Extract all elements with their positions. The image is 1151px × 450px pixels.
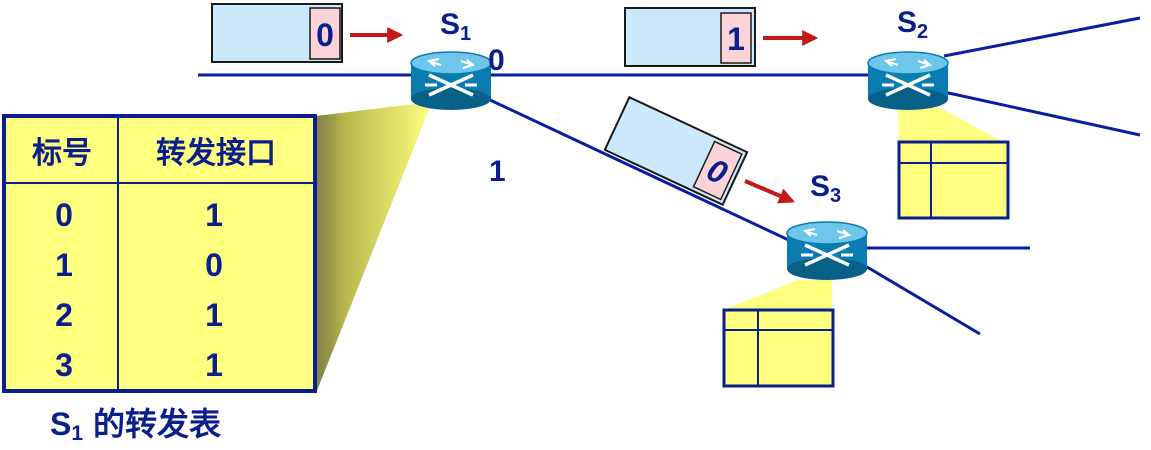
s1-forwarding-table: 标号 转发接口 0 1 1 0 2 1 3 1 (2, 114, 317, 393)
table-frame (722, 308, 835, 388)
s1-port1-label: 1 (489, 155, 506, 188)
switch-s2-letter: S (897, 6, 917, 39)
s3-table-beam (724, 280, 832, 310)
packet-2: 1 (624, 7, 819, 67)
switch-s2-icon (867, 51, 949, 110)
packet-label: 1 (727, 21, 745, 57)
table-cell: 2 (55, 297, 73, 333)
link-s2-upper (943, 16, 1141, 58)
packet-label-box (309, 7, 341, 60)
switch-s1-sub: 1 (460, 23, 471, 45)
s2-table-beam (898, 108, 1003, 142)
table-cell: 1 (205, 347, 223, 383)
packet-label: 0 (316, 17, 334, 53)
switch-s3-icon (786, 221, 868, 280)
packet-3: 0 (603, 95, 749, 207)
table-caption: S1 的转发表 (50, 406, 221, 445)
table-cell: 1 (205, 197, 223, 233)
table-cell: 1 (55, 247, 73, 283)
table-frame (2, 114, 317, 393)
switch-s3-sub: 3 (830, 185, 841, 207)
table-cell: 0 (205, 247, 223, 283)
table-cell: 1 (205, 297, 223, 333)
switch-s2-sub: 2 (917, 21, 928, 43)
link-s3-lower (861, 262, 981, 336)
caption-text: 的转发表 (93, 406, 221, 442)
switch-s1-letter: S (440, 8, 460, 41)
s1-port0-label: 0 (488, 44, 505, 77)
switch-s1-label: S1 (440, 8, 471, 45)
caption-sub: 1 (71, 422, 83, 445)
switch-s2-label: S2 (897, 6, 928, 43)
table-cell: 0 (55, 197, 73, 233)
table-header-port: 转发接口 (156, 137, 276, 170)
s2-forwarding-table (897, 140, 1010, 220)
links (198, 16, 1141, 336)
packet-1: 0 (211, 3, 404, 63)
switch-s1-icon (410, 51, 492, 110)
switch-s3-label: S3 (810, 170, 841, 207)
packet-label-box (720, 12, 752, 64)
packet-3-arrow (744, 179, 795, 204)
table-header-label: 标号 (32, 137, 92, 170)
link-s1-s3 (487, 97, 796, 245)
table-cell: 3 (55, 347, 73, 383)
caption-letter: S (50, 406, 71, 442)
s1-table-beam (316, 102, 432, 393)
table-frame (897, 140, 1010, 220)
switch-s3-letter: S (810, 170, 830, 203)
s3-forwarding-table (722, 308, 835, 388)
packet-label-box (692, 140, 743, 201)
link-s2-lower (943, 90, 1141, 137)
